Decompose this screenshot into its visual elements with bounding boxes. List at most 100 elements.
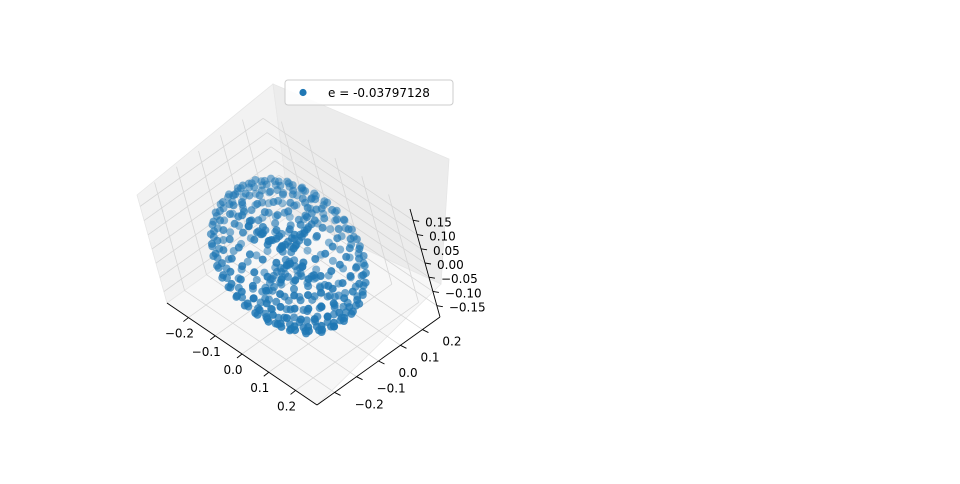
x-tick — [263, 371, 270, 377]
gridline-y-floor — [184, 290, 335, 393]
data-point — [360, 261, 369, 270]
data-point — [330, 292, 339, 301]
data-point — [210, 227, 218, 236]
data-point — [209, 217, 218, 226]
legend-frame — [284, 79, 454, 106]
data-point — [310, 216, 319, 225]
data-point — [340, 314, 349, 322]
data-point — [258, 255, 267, 264]
data-point — [241, 189, 250, 198]
data-point — [282, 314, 291, 323]
data-point — [355, 254, 363, 263]
data-point — [263, 272, 272, 281]
data-point — [333, 234, 342, 243]
x-tick — [236, 353, 243, 359]
data-point — [345, 244, 354, 253]
data-point — [328, 284, 337, 293]
data-point — [303, 225, 312, 234]
data-point — [297, 272, 306, 281]
x-tick — [290, 390, 296, 395]
data-point — [251, 176, 260, 184]
x-tick-label: −0.2 — [165, 327, 194, 341]
data-point — [217, 259, 226, 268]
data-point — [255, 306, 264, 314]
data-point — [286, 259, 295, 268]
data-point — [238, 181, 247, 190]
legend: e = -0.03797128 — [284, 79, 454, 106]
data-point — [219, 271, 228, 280]
z-tick-label: −0.05 — [441, 272, 478, 286]
data-point — [269, 198, 278, 206]
x-tick — [209, 335, 216, 341]
data-point — [270, 282, 278, 291]
data-point — [312, 232, 321, 240]
data-point — [304, 323, 313, 332]
data-point — [328, 256, 337, 265]
data-point — [244, 222, 253, 231]
data-point — [245, 250, 254, 259]
gridline-z-left — [139, 118, 264, 207]
data-point — [248, 281, 257, 290]
data-point — [268, 310, 277, 319]
data-point — [211, 249, 220, 258]
data-point — [297, 184, 306, 193]
data-point — [247, 216, 256, 225]
data-point — [213, 236, 222, 245]
data-point — [290, 230, 299, 239]
data-point — [272, 258, 281, 267]
y-tick-label: −0.2 — [355, 397, 384, 411]
x-tick — [183, 317, 189, 322]
data-point — [317, 321, 326, 330]
data-point — [238, 198, 246, 207]
data-point — [285, 225, 294, 234]
gridline-z-back — [270, 146, 422, 250]
x-tick-label: 0.2 — [277, 399, 296, 413]
data-point — [303, 238, 312, 247]
data-point — [238, 262, 247, 271]
data-point — [230, 219, 239, 228]
data-point — [276, 302, 285, 311]
data-point — [276, 181, 285, 190]
data-point — [253, 199, 262, 208]
data-point — [317, 288, 325, 297]
data-point — [304, 275, 313, 284]
data-point — [227, 254, 236, 263]
data-point — [327, 267, 336, 276]
gridline-z-back — [274, 160, 426, 264]
data-point — [218, 198, 227, 207]
data-point — [302, 316, 311, 325]
data-point — [323, 292, 332, 301]
z-tick-label: 0.10 — [429, 230, 456, 244]
data-point — [263, 240, 272, 249]
data-point — [339, 215, 348, 224]
data-point — [249, 294, 258, 303]
x-tick-label: −0.1 — [192, 345, 221, 359]
data-point — [323, 312, 332, 321]
data-point — [326, 225, 335, 234]
legend-label: e = -0.03797128 — [328, 86, 430, 100]
gridline-z-left — [151, 160, 276, 250]
data-point — [263, 315, 272, 324]
data-point — [296, 296, 305, 305]
data-point — [320, 197, 329, 206]
data-point — [227, 279, 236, 288]
data-point — [226, 267, 235, 276]
data-point — [219, 246, 228, 255]
data-point — [219, 226, 228, 235]
data-point — [302, 213, 311, 222]
y-tick — [422, 329, 429, 333]
gridline-z-left — [147, 146, 272, 236]
data-point — [286, 198, 295, 207]
data-point — [234, 212, 243, 221]
data-point — [234, 243, 243, 252]
y-tick — [356, 376, 363, 381]
data-point — [258, 223, 267, 231]
z-tick — [428, 276, 436, 279]
data-point — [299, 258, 308, 267]
data-point — [263, 247, 272, 255]
data-point — [321, 249, 330, 258]
data-point — [342, 252, 351, 261]
data-point — [290, 291, 299, 300]
z-tick — [413, 219, 420, 222]
data-point — [219, 236, 228, 244]
